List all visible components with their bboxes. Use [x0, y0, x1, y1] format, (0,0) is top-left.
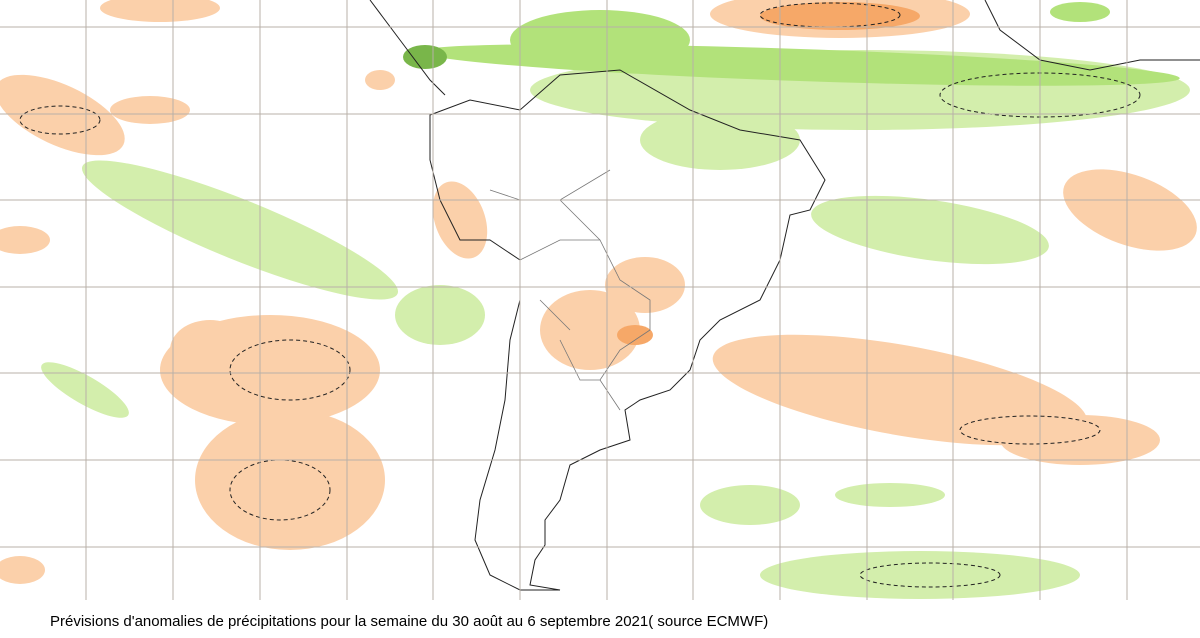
caption: Prévisions d'anomalies de précipitations… — [50, 613, 769, 630]
map — [0, 0, 1200, 600]
anomaly-wet — [41, 2, 1190, 599]
contours — [19, 2, 1141, 588]
coastlines — [369, 0, 1200, 591]
graticule — [0, 0, 1200, 600]
